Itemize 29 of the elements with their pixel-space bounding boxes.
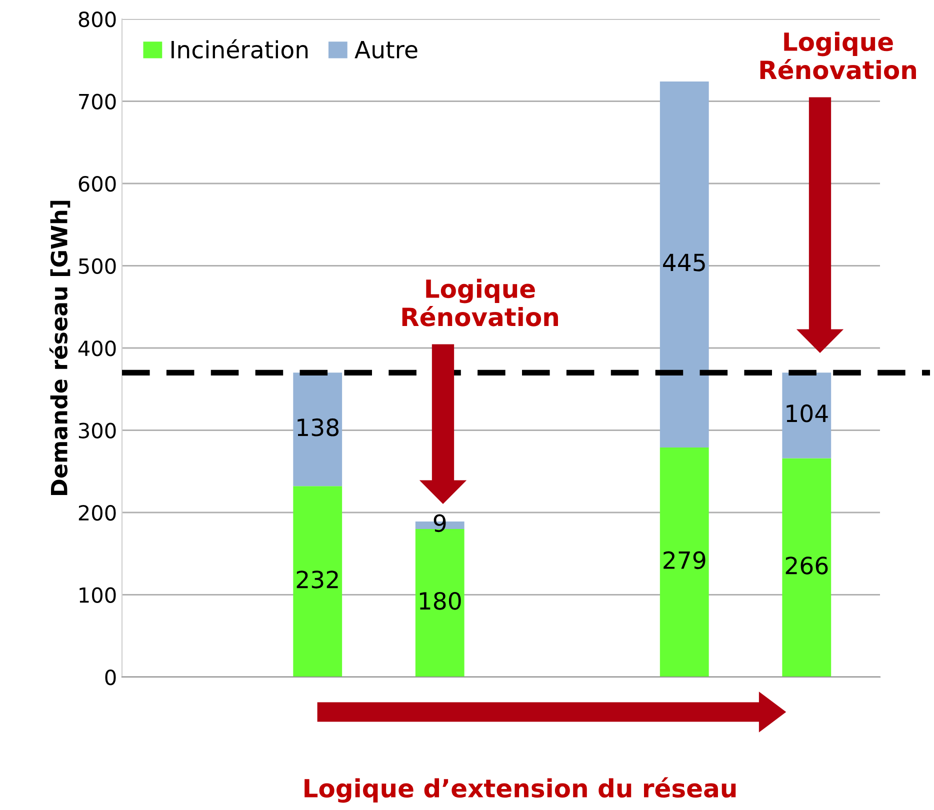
- y-tick-label: 800: [78, 11, 116, 28]
- y-tick-label: 700: [79, 94, 116, 110]
- y-tick-label: 400: [78, 340, 116, 356]
- data-label: 9: [434, 514, 446, 532]
- y-axis-title: Demande réseau [GWh]: [49, 200, 70, 495]
- y-tick-label: 600: [78, 176, 116, 192]
- legend-label: Incinération: [172, 39, 308, 59]
- data-label: 266: [786, 556, 828, 574]
- data-label: 279: [664, 551, 706, 570]
- data-label: 104: [786, 404, 828, 422]
- legend-label: Autre: [354, 40, 418, 59]
- bar: [782, 458, 832, 677]
- y-tick-label: 0: [105, 669, 116, 686]
- data-label: 180: [420, 592, 461, 610]
- annotation: Logique Rénovation: [402, 278, 558, 326]
- text: Logique d’extension du réseau: [304, 777, 736, 803]
- data-label: 445: [663, 254, 705, 272]
- data-label: 232: [296, 570, 338, 588]
- y-tick-label: 500: [78, 258, 116, 274]
- bar: [782, 372, 832, 458]
- y-tick-label: 300: [78, 422, 116, 438]
- bar: [660, 448, 709, 677]
- y-tick-label: 200: [78, 504, 116, 521]
- bar: [660, 82, 709, 448]
- bar: [293, 486, 342, 677]
- y-tick-label: 100: [80, 587, 116, 603]
- annotation: Logique Rénovation: [760, 32, 916, 80]
- bar: [293, 372, 342, 486]
- data-label: 138: [298, 418, 339, 436]
